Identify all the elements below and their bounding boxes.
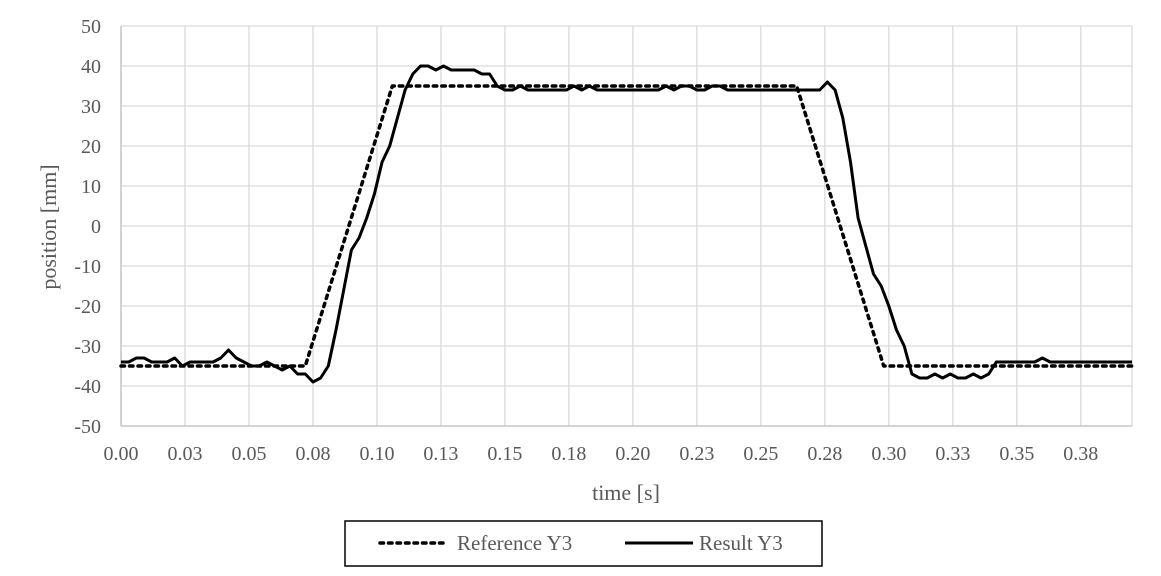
y-tick-label: -20 <box>74 296 101 318</box>
x-tick-label: 0.23 <box>679 443 714 465</box>
legend: Reference Y3 Result Y3 <box>344 520 823 567</box>
x-axis-title: time [s] <box>592 480 660 505</box>
x-tick-label: 0.10 <box>359 443 394 465</box>
x-tick-label: 0.30 <box>871 443 906 465</box>
x-tick-label: 0.13 <box>423 443 458 465</box>
series-lines <box>119 64 1134 384</box>
x-tick-label: 0.20 <box>615 443 650 465</box>
series-line-result-y3 <box>121 64 1132 384</box>
x-tick-label: 0.33 <box>935 443 970 465</box>
y-tick-label: -40 <box>74 376 101 398</box>
y-tick-labels: -50 -40 -30 -20 -10 0 10 20 30 40 50 <box>74 16 101 438</box>
y-tick-label: 30 <box>81 96 101 118</box>
y-tick-label: 0 <box>91 216 101 238</box>
y-tick-label: 10 <box>81 176 101 198</box>
x-tick-label: 0.38 <box>1063 443 1098 465</box>
x-tick-label: 0.03 <box>167 443 202 465</box>
y-tick-label: 40 <box>81 56 101 78</box>
x-tick-label: 0.28 <box>807 443 842 465</box>
x-tick-label: 0.18 <box>551 443 586 465</box>
legend-label-reference: Reference Y3 <box>457 531 572 555</box>
x-tick-label: 0.08 <box>295 443 330 465</box>
x-tick-labels: 0.00 0.03 0.05 0.08 0.10 0.13 0.15 0.18 0.20 0.23… <box>104 443 1099 465</box>
legend-label-result: Result Y3 <box>699 531 783 555</box>
y-tick-label: 20 <box>81 136 101 158</box>
y-tick-label: -30 <box>74 336 101 358</box>
x-tick-label: 0.25 <box>743 443 778 465</box>
x-tick-label: 0.00 <box>104 443 139 465</box>
x-tick-label: 0.15 <box>487 443 522 465</box>
y-tick-label: -10 <box>74 256 101 278</box>
y-tick-label: -50 <box>74 416 101 438</box>
x-tick-label: 0.35 <box>999 443 1034 465</box>
y-axis-title: position [mm] <box>36 164 61 289</box>
y-tick-label: 50 <box>81 16 101 38</box>
axes <box>120 26 1132 427</box>
x-tick-label: 0.05 <box>231 443 266 465</box>
